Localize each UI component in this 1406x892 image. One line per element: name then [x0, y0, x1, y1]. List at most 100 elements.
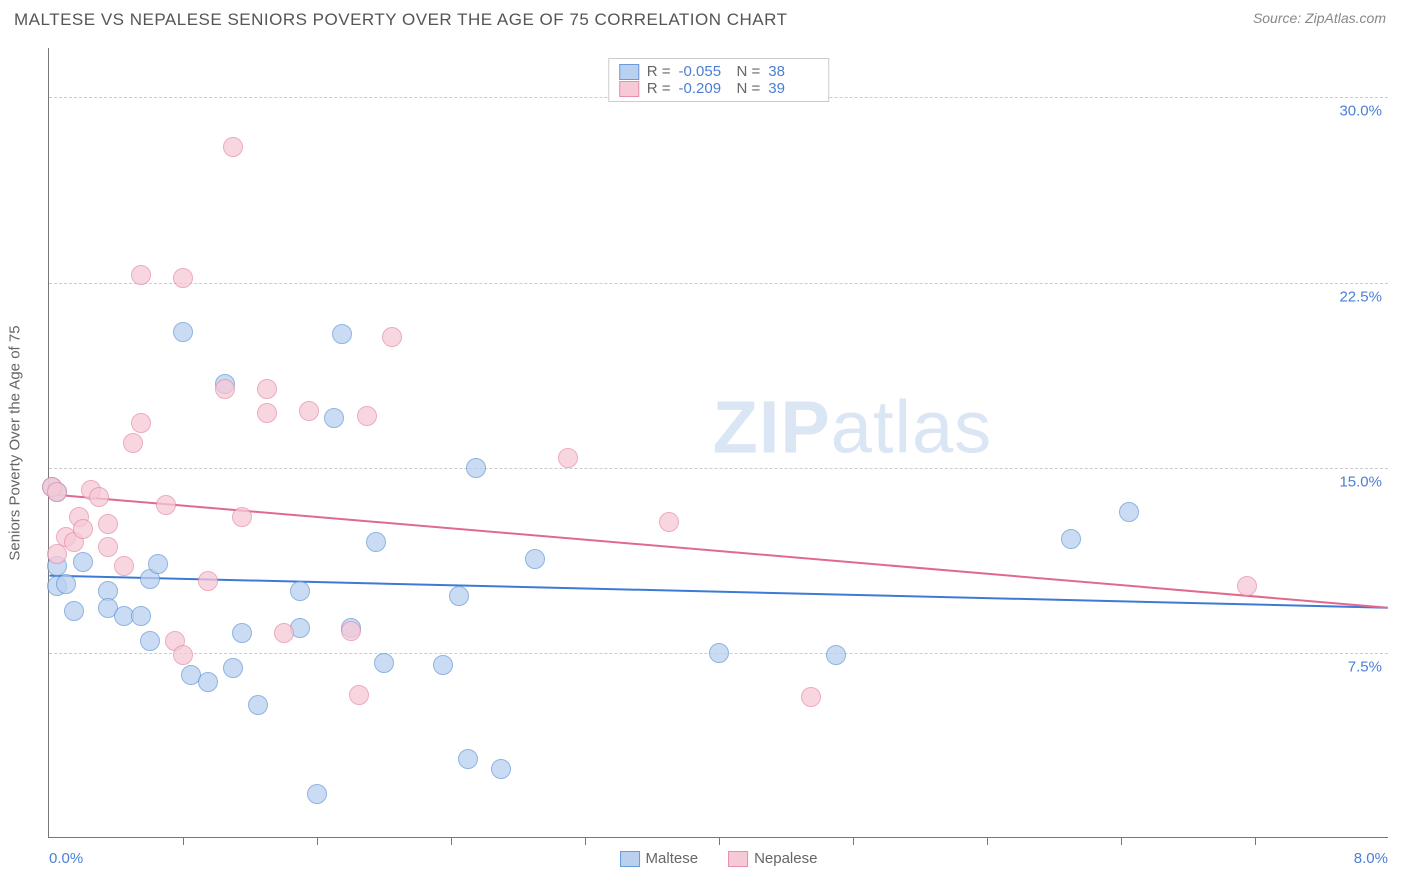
x-axis-max-label: 8.0%: [1354, 850, 1388, 867]
y-tick-label: 22.5%: [1339, 288, 1382, 305]
stats-legend: R = -0.055 N = 38 R = -0.209 N = 39: [608, 58, 830, 102]
data-point: [307, 784, 327, 804]
data-point: [257, 403, 277, 423]
data-point: [558, 448, 578, 468]
data-point: [433, 655, 453, 675]
source-attribution: Source: ZipAtlas.com: [1253, 10, 1386, 26]
data-point: [357, 406, 377, 426]
data-point: [73, 519, 93, 539]
data-point: [140, 631, 160, 651]
x-axis-min-label: 0.0%: [49, 850, 83, 867]
data-point: [341, 621, 361, 641]
y-tick-label: 7.5%: [1348, 658, 1382, 675]
r-value-nepalese: -0.209: [679, 80, 729, 97]
data-point: [332, 324, 352, 344]
r-label: R =: [647, 80, 671, 97]
x-tick: [317, 837, 318, 845]
data-point: [826, 645, 846, 665]
data-point: [366, 532, 386, 552]
watermark-bold: ZIP: [713, 385, 831, 468]
trend-lines: [49, 48, 1388, 837]
data-point: [64, 601, 84, 621]
data-point: [223, 658, 243, 678]
data-point: [173, 645, 193, 665]
data-point: [659, 512, 679, 532]
data-point: [466, 458, 486, 478]
data-point: [709, 643, 729, 663]
data-point: [248, 695, 268, 715]
data-point: [449, 586, 469, 606]
trend-line: [49, 576, 1387, 608]
y-axis-label: Seniors Poverty Over the Age of 75: [7, 325, 24, 560]
x-tick: [853, 837, 854, 845]
data-point: [131, 606, 151, 626]
x-tick: [1255, 837, 1256, 845]
x-tick: [719, 837, 720, 845]
swatch-nepalese: [619, 81, 639, 97]
series-legend: Maltese Nepalese: [620, 850, 818, 867]
r-label: R =: [647, 63, 671, 80]
data-point: [148, 554, 168, 574]
data-point: [299, 401, 319, 421]
chart-title: MALTESE VS NEPALESE SENIORS POVERTY OVER…: [14, 10, 788, 30]
data-point: [198, 672, 218, 692]
data-point: [47, 544, 67, 564]
data-point: [98, 514, 118, 534]
data-point: [274, 623, 294, 643]
data-point: [290, 581, 310, 601]
x-tick: [585, 837, 586, 845]
legend-swatch-maltese: [620, 851, 640, 867]
watermark-light: atlas: [831, 385, 992, 468]
n-label: N =: [737, 80, 761, 97]
r-value-maltese: -0.055: [679, 63, 729, 80]
data-point: [47, 482, 67, 502]
source-label: Source:: [1253, 10, 1305, 26]
data-point: [1237, 576, 1257, 596]
data-point: [156, 495, 176, 515]
data-point: [223, 137, 243, 157]
data-point: [173, 322, 193, 342]
data-point: [73, 552, 93, 572]
data-point: [349, 685, 369, 705]
data-point: [131, 265, 151, 285]
data-point: [98, 537, 118, 557]
data-point: [173, 268, 193, 288]
data-point: [131, 413, 151, 433]
data-point: [215, 379, 235, 399]
data-point: [114, 556, 134, 576]
x-tick: [987, 837, 988, 845]
data-point: [89, 487, 109, 507]
x-tick: [1121, 837, 1122, 845]
data-point: [324, 408, 344, 428]
y-tick-label: 15.0%: [1339, 473, 1382, 490]
n-label: N =: [737, 63, 761, 80]
n-value-nepalese: 39: [768, 80, 818, 97]
data-point: [123, 433, 143, 453]
data-point: [801, 687, 821, 707]
source-value: ZipAtlas.com: [1305, 10, 1386, 26]
gridline: [49, 468, 1388, 469]
data-point: [257, 379, 277, 399]
data-point: [198, 571, 218, 591]
data-point: [232, 623, 252, 643]
watermark: ZIPatlas: [713, 384, 992, 469]
data-point: [382, 327, 402, 347]
legend-item-nepalese: Nepalese: [728, 850, 817, 867]
stats-row-nepalese: R = -0.209 N = 39: [619, 80, 819, 97]
data-point: [1061, 529, 1081, 549]
legend-label-nepalese: Nepalese: [754, 850, 817, 867]
data-point: [56, 574, 76, 594]
data-point: [374, 653, 394, 673]
n-value-maltese: 38: [768, 63, 818, 80]
data-point: [491, 759, 511, 779]
data-point: [232, 507, 252, 527]
swatch-maltese: [619, 64, 639, 80]
data-point: [1119, 502, 1139, 522]
data-point: [525, 549, 545, 569]
legend-swatch-nepalese: [728, 851, 748, 867]
y-tick-label: 30.0%: [1339, 103, 1382, 120]
legend-label-maltese: Maltese: [646, 850, 699, 867]
legend-item-maltese: Maltese: [620, 850, 699, 867]
chart-plot-area: Seniors Poverty Over the Age of 75 ZIPat…: [48, 48, 1388, 838]
data-point: [458, 749, 478, 769]
